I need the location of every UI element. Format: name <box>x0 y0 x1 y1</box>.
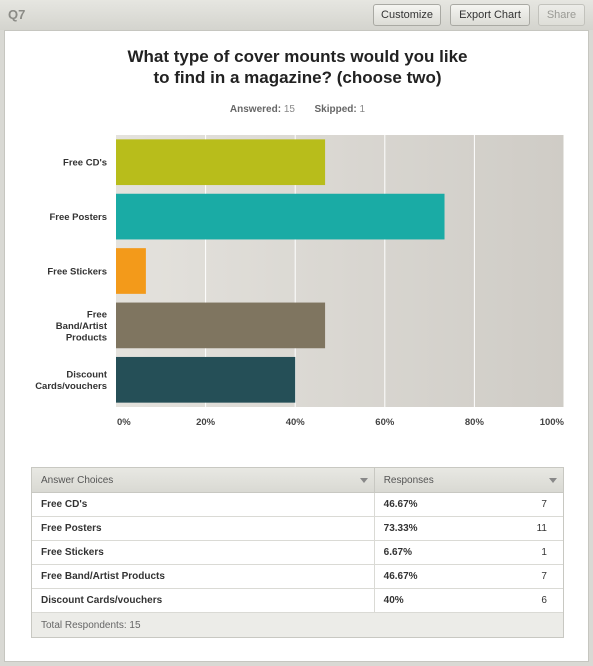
response-count: 7 <box>541 571 547 582</box>
response-count: 11 <box>536 523 547 534</box>
category-label: Free <box>87 309 107 320</box>
answer-choice: Free CD's <box>32 493 375 516</box>
response-percent: 6.67% <box>383 547 413 558</box>
tick-label: 40% <box>286 417 306 428</box>
category-label: Cards/vouchers <box>35 381 107 392</box>
skipped-label: Skipped: <box>314 104 357 115</box>
tick-label: 60% <box>375 417 395 428</box>
answer-choices-header[interactable]: Answer Choices <box>32 468 375 492</box>
response-percent: 46.67% <box>383 571 418 582</box>
table-row: Free Posters 73.33% 11 <box>32 517 563 541</box>
bar <box>116 193 445 240</box>
response-count: 7 <box>541 499 547 510</box>
answered-label: Answered: <box>229 104 282 115</box>
responses-label: Responses <box>383 474 434 486</box>
chart-title: What type of cover mounts would you like… <box>5 46 590 88</box>
answer-choice: Free Stickers <box>32 541 375 564</box>
table-row: Free Band/Artist Products 46.67% 7 <box>32 565 563 589</box>
share-button[interactable]: Share <box>538 4 585 26</box>
tick-label: 0% <box>117 417 131 428</box>
table-row: Discount Cards/vouchers 40% 6 <box>32 589 563 613</box>
answered-count: 15 <box>283 104 295 115</box>
bar <box>116 139 326 186</box>
total-respondents: Total Respondents: 15 <box>32 613 563 637</box>
export-chart-button[interactable]: Export Chart <box>450 4 530 26</box>
chart-title-line: What type of cover mounts would you like <box>127 47 468 66</box>
response-count: 6 <box>541 595 547 606</box>
category-label: Free CD's <box>63 158 107 169</box>
customize-button[interactable]: Customize <box>373 4 441 26</box>
tick-label: 100% <box>540 417 565 428</box>
sort-arrow-icon[interactable] <box>549 478 557 483</box>
tick-label: 20% <box>196 417 216 428</box>
response-percent: 73.33% <box>383 523 418 534</box>
answer-choices-label: Answer Choices <box>41 474 114 486</box>
answer-choice: Free Posters <box>32 517 375 540</box>
tick-label: 80% <box>465 417 485 428</box>
question-header: Q7 Customize Export Chart Share <box>0 0 593 30</box>
category-label: Discount <box>66 370 107 381</box>
answer-choice: Free Band/Artist Products <box>32 565 375 588</box>
response-percent: 46.67% <box>383 499 418 510</box>
question-number: Q7 <box>8 7 26 22</box>
bar <box>116 356 296 403</box>
table-row: Free CD's 46.67% 7 <box>32 493 563 517</box>
sort-arrow-icon[interactable] <box>359 478 368 483</box>
table-header: Answer Choices Responses <box>32 468 563 493</box>
category-label: Products <box>66 332 107 343</box>
results-panel: What type of cover mounts would you like… <box>4 30 589 662</box>
chart-title-line: to find in a magazine? (choose two) <box>153 68 442 87</box>
bar <box>116 248 146 294</box>
response-count: 1 <box>541 547 547 558</box>
table-row: Free Stickers 6.67% 1 <box>32 541 563 565</box>
answer-choice: Discount Cards/vouchers <box>32 589 375 612</box>
bar <box>116 302 326 349</box>
category-label: Free Stickers <box>47 267 107 278</box>
category-label: Band/Artist <box>56 321 108 332</box>
responses-table: Answer Choices Responses Free CD's 46.67… <box>31 467 564 638</box>
response-percent: 40% <box>383 595 404 606</box>
skipped-count: 1 <box>359 104 366 115</box>
category-label: Free Posters <box>49 212 107 223</box>
responses-header[interactable]: Responses <box>375 468 563 492</box>
bar-chart: Free CD's Free Posters Free Stickers FreeBa… <box>35 135 565 428</box>
response-summary: Answered: 15 Skipped: 1 <box>5 104 590 115</box>
